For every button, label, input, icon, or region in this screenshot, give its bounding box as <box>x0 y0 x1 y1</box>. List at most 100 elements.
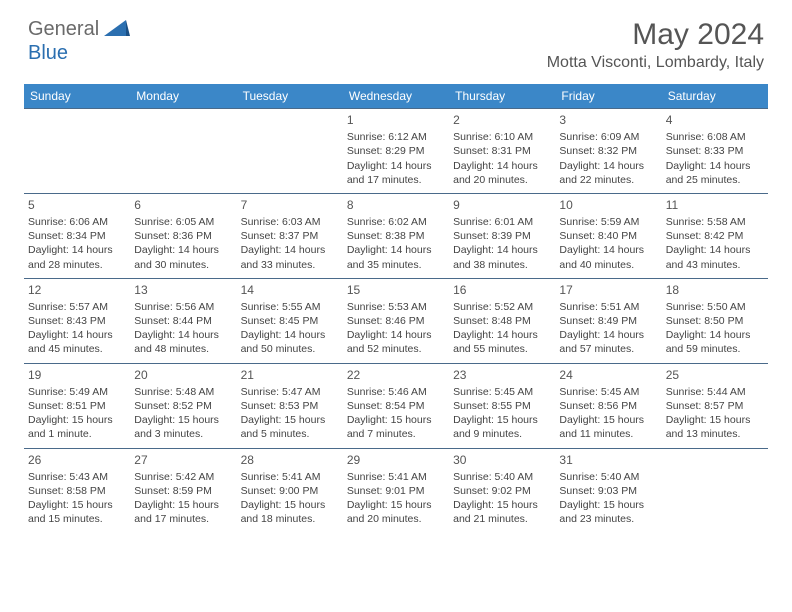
sunrise-text: Sunrise: 5:50 AM <box>666 300 764 314</box>
sunset-text: Sunset: 9:03 PM <box>559 484 657 498</box>
daylight-text: Daylight: 15 hours <box>559 498 657 512</box>
day-number: 9 <box>453 197 551 213</box>
sunset-text: Sunset: 8:52 PM <box>134 399 232 413</box>
day-number: 30 <box>453 452 551 468</box>
sunrise-text: Sunrise: 6:03 AM <box>241 215 339 229</box>
calendar-day-cell: 24Sunrise: 5:45 AMSunset: 8:56 PMDayligh… <box>555 363 661 448</box>
daylight-text: Daylight: 14 hours <box>347 159 445 173</box>
weekday-header: Tuesday <box>237 84 343 109</box>
day-number: 16 <box>453 282 551 298</box>
calendar-day-cell: 10Sunrise: 5:59 AMSunset: 8:40 PMDayligh… <box>555 193 661 278</box>
sunset-text: Sunset: 8:50 PM <box>666 314 764 328</box>
calendar-day-cell: 27Sunrise: 5:42 AMSunset: 8:59 PMDayligh… <box>130 448 236 532</box>
day-number: 8 <box>347 197 445 213</box>
brand-blue-wrap: Blue <box>28 42 68 65</box>
sunrise-text: Sunrise: 5:49 AM <box>28 385 126 399</box>
daylight-text: and 52 minutes. <box>347 342 445 356</box>
daylight-text: Daylight: 15 hours <box>559 413 657 427</box>
calendar-week-row: 5 Sunrise: 6:06 AMSunset: 8:34 PM Daylight… <box>24 193 768 278</box>
daylight-text: Daylight: 14 hours <box>666 328 764 342</box>
day-number: 7 <box>241 197 339 213</box>
day-number: 11 <box>666 197 764 213</box>
daylight-text: Daylight: 15 hours <box>453 413 551 427</box>
sunset-text: Sunset: 8:54 PM <box>347 399 445 413</box>
brand-general: General <box>28 18 99 41</box>
daylight-text: and 59 minutes. <box>666 342 764 356</box>
sunrise-text: Sunrise: 5:46 AM <box>347 385 445 399</box>
calendar-day-cell: 8Sunrise: 6:02 AMSunset: 8:38 PMDaylight… <box>343 193 449 278</box>
day-number: 4 <box>666 112 764 128</box>
sunset-text: Sunset: 8:56 PM <box>559 399 657 413</box>
sunrise-text: Sunrise: 5:48 AM <box>134 385 232 399</box>
calendar-day-cell: 21Sunrise: 5:47 AMSunset: 8:53 PMDayligh… <box>237 363 343 448</box>
calendar-day-cell: 13Sunrise: 5:56 AMSunset: 8:44 PMDayligh… <box>130 278 236 363</box>
calendar-empty-cell <box>24 109 130 194</box>
calendar-day-cell: 1Sunrise: 6:12 AMSunset: 8:29 PMDaylight… <box>343 109 449 194</box>
calendar-day-cell: 3Sunrise: 6:09 AMSunset: 8:32 PMDaylight… <box>555 109 661 194</box>
daylight-text: Daylight: 15 hours <box>347 413 445 427</box>
sunset-text: Sunset: 8:51 PM <box>28 399 126 413</box>
day-number: 6 <box>134 197 232 213</box>
daylight-text: and 15 minutes. <box>28 512 126 526</box>
sunrise-text: Sunrise: 5:55 AM <box>241 300 339 314</box>
page-header: General May 2024 Motta Visconti, Lombard… <box>0 0 792 76</box>
sunset-text: Sunset: 8:29 PM <box>347 144 445 158</box>
sunset-text: Sunset: 8:55 PM <box>453 399 551 413</box>
daylight-text: and 9 minutes. <box>453 427 551 441</box>
day-number: 12 <box>28 282 126 298</box>
daylight-text: and 20 minutes. <box>347 512 445 526</box>
month-title: May 2024 <box>547 18 764 52</box>
sunrise-text: Sunrise: 5:47 AM <box>241 385 339 399</box>
daylight-text: and 11 minutes. <box>559 427 657 441</box>
sunset-text: Sunset: 9:00 PM <box>241 484 339 498</box>
daylight-text: and 3 minutes. <box>134 427 232 441</box>
calendar-week-row: 26Sunrise: 5:43 AMSunset: 8:58 PMDayligh… <box>24 448 768 532</box>
daylight-text: and 5 minutes. <box>241 427 339 441</box>
daylight-text: Daylight: 14 hours <box>453 159 551 173</box>
sunset-text: Sunset: 8:34 PM <box>28 229 126 243</box>
day-number: 18 <box>666 282 764 298</box>
daylight-text: Daylight: 15 hours <box>453 498 551 512</box>
day-number: 23 <box>453 367 551 383</box>
sunrise-text: Sunrise: 6:05 AM <box>134 215 232 229</box>
sunrise-text: Sunrise: 5:45 AM <box>453 385 551 399</box>
daylight-text: and 17 minutes. <box>134 512 232 526</box>
sunset-text: Sunset: 8:44 PM <box>134 314 232 328</box>
calendar-day-cell: 23 Sunrise: 5:45 AMSunset: 8:55 PMDayligh… <box>449 363 555 448</box>
daylight-text: and 50 minutes. <box>241 342 339 356</box>
daylight-text: Daylight: 14 hours <box>241 328 339 342</box>
location-subtitle: Motta Visconti, Lombardy, Italy <box>547 54 764 72</box>
sunrise-text: Sunrise: 6:01 AM <box>453 215 551 229</box>
calendar-body: 1Sunrise: 6:12 AMSunset: 8:29 PMDaylight… <box>24 109 768 533</box>
day-number: 17 <box>559 282 657 298</box>
daylight-text: and 21 minutes. <box>453 512 551 526</box>
daylight-text: and 17 minutes. <box>347 173 445 187</box>
daylight-text: and 48 minutes. <box>134 342 232 356</box>
day-number: 20 <box>134 367 232 383</box>
day-number: 5 <box>28 197 126 213</box>
daylight-text: and 33 minutes. <box>241 258 339 272</box>
sunset-text: Sunset: 8:37 PM <box>241 229 339 243</box>
sunrise-text: Sunrise: 6:06 AM <box>28 215 126 229</box>
brand-logo: General <box>28 18 132 41</box>
calendar-week-row: 1Sunrise: 6:12 AMSunset: 8:29 PMDaylight… <box>24 109 768 194</box>
sunrise-text: Sunrise: 5:42 AM <box>134 470 232 484</box>
calendar-day-cell: 12Sunrise: 5:57 AMSunset: 8:43 PMDayligh… <box>24 278 130 363</box>
sunset-text: Sunset: 8:45 PM <box>241 314 339 328</box>
sunrise-text: Sunrise: 5:41 AM <box>347 470 445 484</box>
daylight-text: and 7 minutes. <box>347 427 445 441</box>
day-number: 31 <box>559 452 657 468</box>
day-number: 25 <box>666 367 764 383</box>
sunrise-text: Sunrise: 5:41 AM <box>241 470 339 484</box>
calendar-day-cell: 11Sunrise: 5:58 AMSunset: 8:42 PMDayligh… <box>662 193 768 278</box>
sunset-text: Sunset: 8:48 PM <box>453 314 551 328</box>
day-number: 29 <box>347 452 445 468</box>
sunset-text: Sunset: 8:49 PM <box>559 314 657 328</box>
weekday-header: Wednesday <box>343 84 449 109</box>
calendar-empty-cell <box>237 109 343 194</box>
daylight-text: Daylight: 14 hours <box>241 243 339 257</box>
day-number: 27 <box>134 452 232 468</box>
daylight-text: and 57 minutes. <box>559 342 657 356</box>
sunset-text: Sunset: 8:31 PM <box>453 144 551 158</box>
day-number: 26 <box>28 452 126 468</box>
